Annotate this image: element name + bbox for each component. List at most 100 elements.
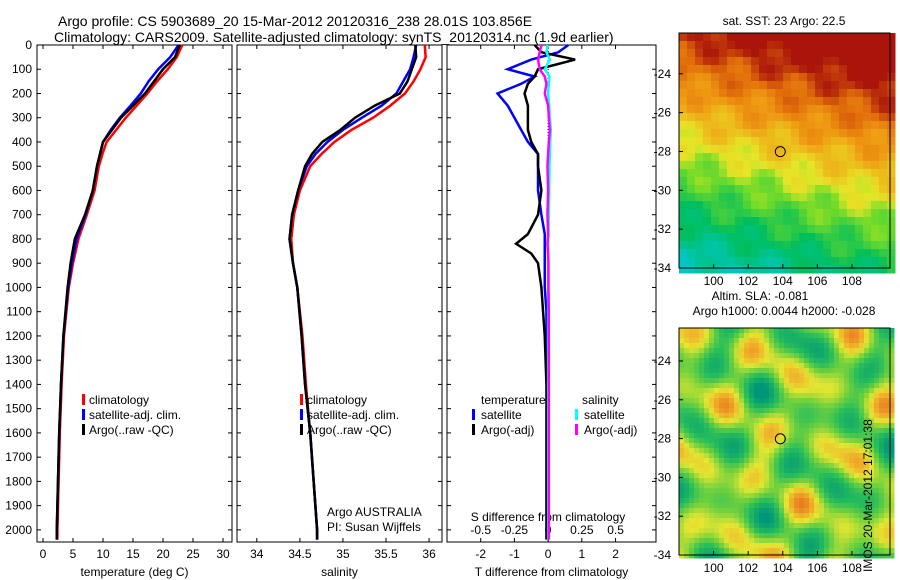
heatmap-cell xyxy=(704,448,710,454)
heatmap-cell xyxy=(709,473,715,479)
heatmap-cell xyxy=(839,241,848,250)
heatmap-cell xyxy=(869,418,875,424)
heatmap-cell xyxy=(884,453,890,459)
heatmap-cell xyxy=(749,498,755,504)
heatmap-cell xyxy=(743,249,752,258)
heatmap-cell xyxy=(823,81,832,90)
heatmap-cell xyxy=(864,438,870,444)
heatmap-cell xyxy=(831,169,840,178)
heatmap-cell xyxy=(689,468,695,474)
heatmap-cell xyxy=(699,383,705,389)
heatmap-cell xyxy=(719,121,728,130)
heatmap-cell xyxy=(839,328,845,334)
heatmap-cell xyxy=(819,338,825,344)
heatmap-cell xyxy=(874,488,880,494)
heatmap-cell xyxy=(749,518,755,524)
heatmap-cell xyxy=(815,65,824,74)
heatmap-cell xyxy=(744,498,750,504)
heatmap-cell xyxy=(807,49,816,58)
heatmap-cell xyxy=(874,443,880,449)
heatmap-cell xyxy=(714,548,720,554)
heatmap-cell xyxy=(847,113,856,122)
heatmap-cell xyxy=(767,257,776,266)
heatmap-cell xyxy=(689,378,695,384)
heatmap-cell xyxy=(847,49,856,58)
heatmap-cell xyxy=(769,353,775,359)
heatmap-cell xyxy=(759,121,768,130)
heatmap-cell xyxy=(871,257,880,266)
heatmap-cell xyxy=(784,448,790,454)
heatmap-cell xyxy=(879,398,885,404)
heatmap-cell xyxy=(749,503,755,509)
heatmap-cell xyxy=(719,508,725,514)
heatmap-cell xyxy=(879,81,888,90)
heatmap-cell xyxy=(744,428,750,434)
heatmap-cell xyxy=(703,97,712,106)
heatmap-cell xyxy=(703,169,712,178)
heatmap-cell xyxy=(794,348,800,354)
heatmap-cell xyxy=(783,73,792,82)
heatmap-cell xyxy=(735,185,744,194)
heatmap-cell xyxy=(751,209,760,218)
heatmap-cell xyxy=(844,493,850,499)
heatmap-cell xyxy=(819,483,825,489)
heatmap-cell xyxy=(791,113,800,122)
heatmap-cell xyxy=(703,233,712,242)
heatmap-cell xyxy=(749,528,755,534)
s-tick-label: -0.25 xyxy=(501,523,529,537)
heatmap-cell xyxy=(863,153,872,162)
heatmap-cell xyxy=(855,241,864,250)
heatmap-cell xyxy=(849,373,855,379)
heatmap-cell xyxy=(814,553,820,559)
heatmap-cell xyxy=(739,493,745,499)
heatmap-cell xyxy=(824,533,830,539)
heatmap-cell xyxy=(684,328,690,334)
heatmap-cell xyxy=(769,478,775,484)
heatmap-cell xyxy=(859,518,865,524)
heatmap-cell xyxy=(734,398,740,404)
heatmap-cell xyxy=(829,398,835,404)
heatmap-cell xyxy=(759,488,765,494)
heatmap-cell xyxy=(809,498,815,504)
heatmap-cell xyxy=(775,177,784,186)
heatmap-cell xyxy=(764,338,770,344)
heatmap-cell xyxy=(739,473,745,479)
heatmap-cell xyxy=(784,418,790,424)
heatmap-cell xyxy=(823,161,832,170)
heatmap-cell xyxy=(809,408,815,414)
heatmap-cell xyxy=(819,353,825,359)
heatmap-cell xyxy=(714,508,720,514)
heatmap-cell xyxy=(711,113,720,122)
heatmap-cell xyxy=(704,418,710,424)
heatmap-cell xyxy=(684,498,690,504)
heatmap-cell xyxy=(879,363,885,369)
heatmap-cell xyxy=(834,438,840,444)
x-tick-label: 108 xyxy=(842,274,862,288)
heatmap-cell xyxy=(719,433,725,439)
heatmap-cell xyxy=(714,333,720,339)
heatmap-cell xyxy=(839,209,848,218)
x-tick-label: 100 xyxy=(704,561,724,575)
heatmap-cell xyxy=(879,129,888,138)
heatmap-cell xyxy=(804,388,810,394)
heatmap-cell xyxy=(824,388,830,394)
heatmap-cell xyxy=(794,483,800,489)
heatmap-cell xyxy=(824,358,830,364)
heatmap-cell xyxy=(824,493,830,499)
heatmap-cell xyxy=(834,533,840,539)
heatmap-cell xyxy=(687,81,696,90)
heatmap-cell xyxy=(823,257,832,266)
heatmap-cell xyxy=(709,493,715,499)
heatmap-cell xyxy=(854,383,860,389)
heatmap-cell xyxy=(739,343,745,349)
heatmap-cell xyxy=(807,177,816,186)
series-line-t-argo-adj- xyxy=(513,44,576,540)
heatmap-cell xyxy=(784,473,790,479)
heatmap-cell xyxy=(794,373,800,379)
heatmap-cell xyxy=(711,49,720,58)
heatmap-cell xyxy=(864,518,870,524)
heatmap-cell xyxy=(754,463,760,469)
heatmap-cell xyxy=(699,483,705,489)
heatmap-cell xyxy=(769,338,775,344)
heatmap-cell xyxy=(831,89,840,98)
